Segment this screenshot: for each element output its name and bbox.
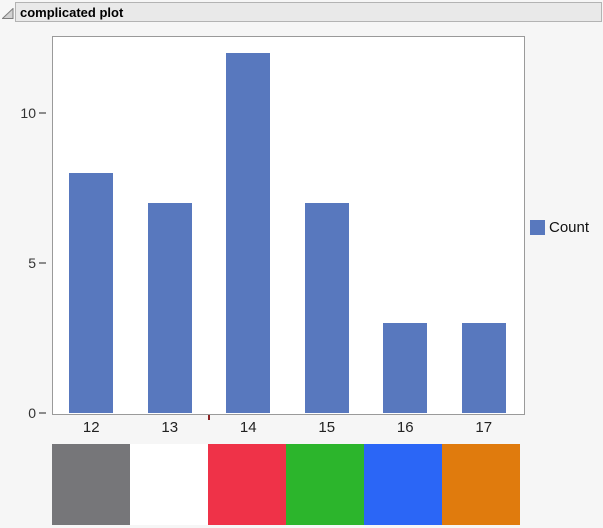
y-axis-tick-5: [39, 262, 46, 264]
bar-12[interactable]: [69, 173, 114, 413]
bar-16[interactable]: [383, 323, 428, 413]
color-swatch-gray[interactable]: [52, 444, 130, 525]
x-axis-label-14: 14: [239, 419, 257, 436]
y-axis-tick-0: [39, 412, 46, 414]
bar-15[interactable]: [304, 203, 349, 413]
y-axis-label-5: 5: [28, 255, 36, 271]
red-axis-tick: [208, 415, 210, 420]
plot-area[interactable]: [52, 36, 525, 415]
legend-count-swatch-icon: [530, 220, 545, 235]
bar-13[interactable]: [147, 203, 192, 413]
color-swatch-blue[interactable]: [364, 444, 442, 525]
color-swatch-white[interactable]: [130, 444, 208, 525]
y-axis-label-10: 10: [20, 105, 36, 121]
x-axis-label-15: 15: [318, 419, 336, 436]
y-axis-tick-10: [39, 112, 46, 114]
color-swatch-strip: [52, 444, 520, 525]
bar-14[interactable]: [226, 53, 271, 413]
disclosure-triangle-icon[interactable]: [2, 8, 14, 19]
x-axis-label-12: 12: [82, 419, 100, 436]
x-axis-label-17: 17: [475, 419, 493, 436]
color-swatch-red[interactable]: [208, 444, 286, 525]
color-swatch-green[interactable]: [286, 444, 364, 525]
report-title-bar[interactable]: complicated plot: [15, 2, 602, 22]
x-axis-label-16: 16: [396, 419, 414, 436]
x-axis-label-13: 13: [161, 419, 179, 436]
legend: Count: [530, 219, 589, 236]
bar-17[interactable]: [461, 323, 506, 413]
y-axis-label-0: 0: [28, 405, 36, 421]
color-swatch-orange[interactable]: [442, 444, 520, 525]
report-title: complicated plot: [20, 4, 124, 20]
legend-count-label: Count: [549, 219, 590, 236]
